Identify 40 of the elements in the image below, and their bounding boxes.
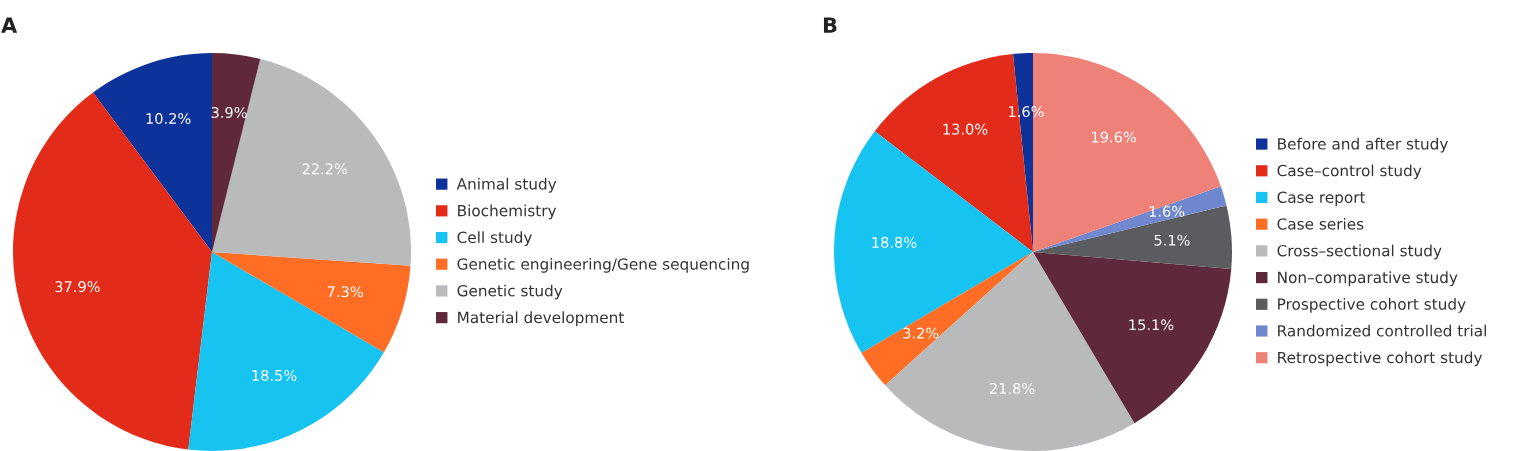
data-label: 21.8% bbox=[989, 382, 1035, 394]
data-label: 1.6% bbox=[1149, 205, 1185, 217]
data-label: 22.2% bbox=[302, 163, 348, 175]
legend-label: Material development bbox=[458, 311, 624, 327]
legend-label: Non–comparative study bbox=[1278, 271, 1458, 287]
legend-label: Biochemistry bbox=[458, 204, 557, 220]
legend-label: Cell study bbox=[457, 231, 532, 247]
pie-slice bbox=[212, 53, 261, 252]
data-label: 7.3% bbox=[327, 286, 363, 298]
data-label: 18.8% bbox=[872, 236, 917, 248]
legend-label: Genetic study bbox=[457, 284, 563, 300]
legend-label: Genetic engineering/Gene sequencing bbox=[457, 257, 749, 273]
legend-label: Cross–sectional study bbox=[1277, 244, 1442, 260]
data-label: 15.1% bbox=[1129, 319, 1174, 331]
legend-label: Retrospective cohort study bbox=[1278, 351, 1483, 367]
data-label: 3.9% bbox=[211, 106, 247, 118]
legend-label: Case–control study bbox=[1277, 164, 1422, 180]
data-label: 13.0% bbox=[943, 123, 988, 135]
pie-slice bbox=[13, 92, 212, 450]
data-label: 18.5% bbox=[252, 369, 297, 381]
legend-label: Case report bbox=[1277, 191, 1366, 206]
pie-slice bbox=[212, 58, 411, 266]
chart-title: A bbox=[1, 17, 18, 33]
legend-label: Case series bbox=[1277, 217, 1364, 230]
legend-label: Randomized controlled trial bbox=[1278, 324, 1486, 337]
pie-slice bbox=[1033, 186, 1227, 252]
pie-slice bbox=[1033, 205, 1232, 269]
legend-label: Before and after study bbox=[1278, 137, 1448, 153]
pie-slice bbox=[1033, 252, 1232, 424]
legend-label: Prospective cohort study bbox=[1278, 298, 1466, 313]
legend-label: Animal study bbox=[456, 177, 557, 193]
data-label: 19.6% bbox=[1092, 131, 1136, 143]
chart-title: B bbox=[823, 17, 837, 33]
data-label: 10.2% bbox=[146, 112, 191, 125]
pie-slice bbox=[188, 252, 384, 451]
pie-slice bbox=[93, 53, 212, 252]
data-label: 37.9% bbox=[55, 281, 100, 293]
data-label: 5.1% bbox=[1154, 234, 1190, 246]
data-label: 3.2% bbox=[903, 327, 939, 339]
pie-slice bbox=[212, 252, 411, 353]
